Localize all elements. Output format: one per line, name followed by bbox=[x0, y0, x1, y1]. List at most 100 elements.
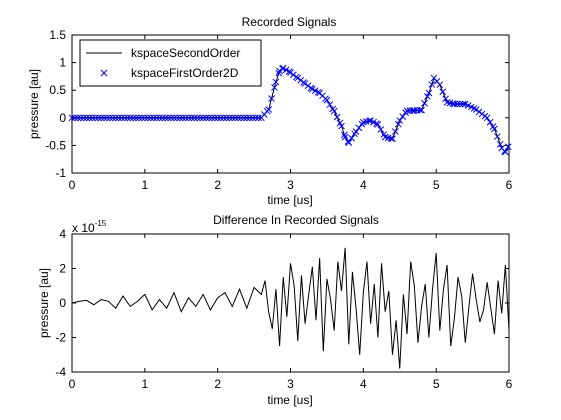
bottom-plot-title: Difference In Recorded Signals bbox=[213, 213, 379, 227]
top-series-marker bbox=[74, 114, 82, 122]
top-series-marker bbox=[223, 114, 230, 122]
top-series-marker bbox=[83, 114, 90, 122]
top-series-marker bbox=[341, 133, 349, 141]
top-series-marker bbox=[396, 117, 404, 124]
bottom-x-ticks: 0 1 2 3 4 5 6 bbox=[69, 234, 513, 391]
top-series-marker bbox=[176, 114, 184, 122]
top-x-tick-label: 4 bbox=[360, 178, 367, 192]
top-series-marker bbox=[377, 126, 385, 133]
top-series-marker bbox=[333, 113, 341, 121]
top-series-marker bbox=[121, 114, 128, 122]
top-series-marker bbox=[147, 114, 155, 122]
top-x-tick-label: 3 bbox=[287, 178, 294, 192]
top-series-marker bbox=[214, 114, 222, 122]
top-series-marker bbox=[345, 139, 353, 146]
bottom-y-tick-label: 4 bbox=[59, 227, 66, 241]
top-series-marker bbox=[126, 114, 134, 122]
top-series-marker bbox=[118, 114, 125, 122]
top-series-marker bbox=[167, 114, 175, 122]
top-series-marker bbox=[387, 135, 395, 142]
top-series-marker bbox=[265, 106, 273, 113]
top-series-marker bbox=[202, 114, 210, 122]
top-series-marker bbox=[341, 131, 348, 139]
top-series-marker bbox=[86, 114, 93, 122]
top-series-marker bbox=[439, 88, 447, 96]
top-series-marker bbox=[365, 117, 373, 125]
top-series-marker bbox=[237, 114, 245, 122]
top-series-marker bbox=[161, 114, 169, 122]
top-series-marker bbox=[436, 81, 444, 89]
bottom-x-tick-label: 0 bbox=[69, 377, 76, 391]
top-series-marker bbox=[338, 122, 345, 130]
top-series-marker bbox=[255, 114, 262, 122]
top-series-marker bbox=[103, 114, 111, 122]
legend-label-series-1: kspaceSecondOrder bbox=[131, 46, 240, 60]
bottom-plot-area bbox=[71, 233, 510, 373]
top-y-tick-label: 0.5 bbox=[49, 83, 66, 97]
top-series-marker bbox=[330, 107, 338, 115]
top-series-marker bbox=[199, 114, 207, 122]
top-series-marker bbox=[348, 134, 356, 142]
bottom-y-tick-label: 2 bbox=[59, 262, 66, 276]
top-y-tick-label: -1 bbox=[55, 166, 66, 180]
top-series-marker bbox=[217, 114, 224, 122]
top-series-marker bbox=[138, 114, 146, 122]
bottom-x-tick-label: 5 bbox=[433, 377, 440, 391]
top-series-marker bbox=[456, 100, 464, 108]
top-series-marker bbox=[470, 105, 478, 112]
top-series-marker bbox=[185, 114, 192, 122]
legend-label-series-2: kspaceFirstOrder2D bbox=[131, 66, 239, 80]
top-series-marker bbox=[188, 114, 195, 122]
top-series-marker bbox=[418, 106, 425, 114]
top-series-marker bbox=[205, 114, 213, 122]
top-series-marker bbox=[486, 118, 494, 126]
top-series-marker bbox=[323, 96, 331, 104]
top-series-marker bbox=[425, 89, 433, 97]
top-series-marker bbox=[424, 93, 431, 100]
top-series-marker bbox=[504, 143, 512, 151]
top-series-marker bbox=[268, 95, 275, 102]
top-series-layer bbox=[68, 64, 512, 156]
top-y-tick-label: 1 bbox=[59, 56, 66, 70]
top-series-marker bbox=[421, 99, 428, 107]
top-x-tick-label: 6 bbox=[506, 178, 513, 192]
bottom-scale-factor: x 10-15 bbox=[72, 219, 107, 235]
top-series-marker bbox=[399, 113, 407, 120]
top-series-marker bbox=[234, 114, 242, 122]
bottom-x-tick-label: 4 bbox=[360, 377, 367, 391]
top-series-marker bbox=[173, 114, 181, 122]
top-series-marker bbox=[153, 114, 160, 122]
bottom-series-line-1 bbox=[71, 247, 510, 369]
top-series-marker bbox=[144, 114, 152, 122]
top-series-marker bbox=[89, 114, 96, 122]
top-series-marker bbox=[220, 114, 227, 122]
top-legend: kspaceSecondOrder kspaceFirstOrder2D bbox=[79, 39, 262, 87]
top-series-marker bbox=[271, 84, 278, 91]
top-y-tick-label: 0 bbox=[59, 111, 66, 125]
bottom-y-tick-label: -4 bbox=[55, 365, 66, 379]
top-series-marker bbox=[249, 114, 256, 122]
top-series-marker bbox=[243, 114, 251, 122]
top-series-marker bbox=[428, 81, 436, 88]
legend-box bbox=[79, 39, 262, 87]
bottom-series-layer bbox=[71, 247, 510, 369]
top-series-marker bbox=[158, 114, 166, 122]
bottom-plot-axes: Difference In Recorded Signals x 10-15 0… bbox=[37, 213, 513, 407]
top-series-marker bbox=[483, 114, 491, 122]
bottom-x-axis-label: time [us] bbox=[267, 393, 312, 407]
top-y-tick-label: -0.5 bbox=[45, 138, 66, 152]
bottom-x-tick-label: 3 bbox=[287, 377, 294, 391]
top-x-tick-label: 2 bbox=[214, 178, 221, 192]
bottom-y-ticks: -4 -2 0 2 4 bbox=[55, 227, 509, 379]
top-series-marker bbox=[150, 114, 157, 122]
bottom-x-tick-label: 1 bbox=[141, 377, 148, 391]
top-series-marker bbox=[246, 114, 254, 122]
top-series-marker bbox=[459, 100, 467, 108]
top-series-marker bbox=[326, 101, 334, 108]
top-series-marker bbox=[416, 106, 424, 114]
top-series-marker bbox=[231, 114, 239, 122]
top-y-axis-label: pressure [au] bbox=[27, 69, 41, 139]
top-series-marker bbox=[109, 114, 117, 122]
top-x-tick-label: 0 bbox=[69, 178, 76, 192]
top-series-marker bbox=[191, 114, 198, 122]
